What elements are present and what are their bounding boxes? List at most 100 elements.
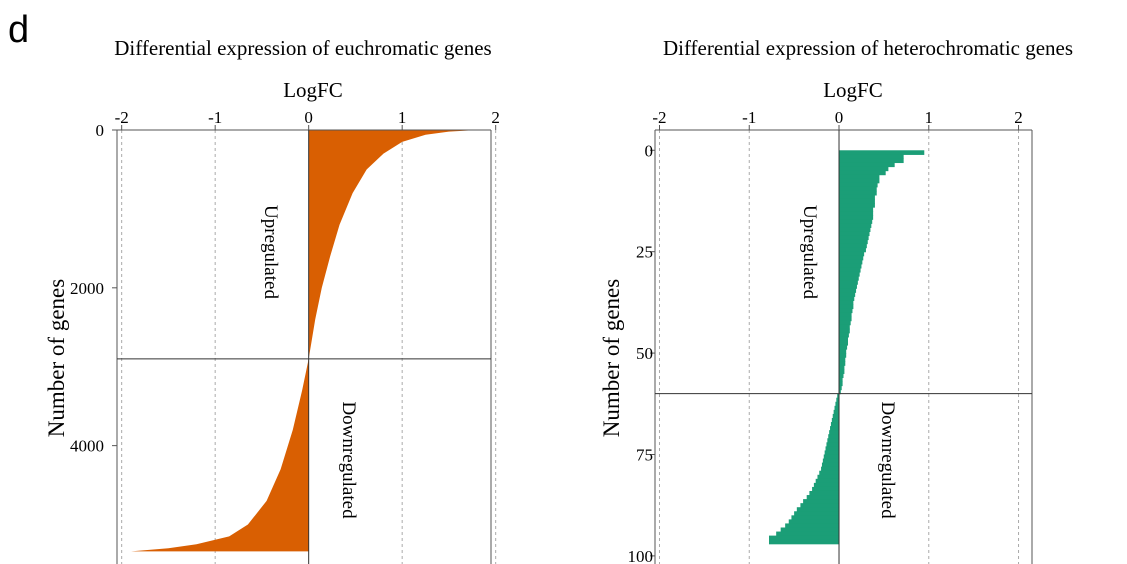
bar	[839, 304, 854, 310]
x-axis-label: LogFC	[283, 78, 343, 102]
x-tick-label: 1	[925, 108, 934, 127]
bar	[839, 194, 875, 200]
y-tick-label: 4000	[70, 437, 104, 456]
bar	[839, 284, 857, 289]
bars-area	[131, 130, 477, 552]
bar	[839, 186, 877, 192]
y-tick-label: 50	[636, 344, 653, 363]
bar	[809, 490, 840, 496]
bar	[829, 430, 840, 435]
bar	[768, 539, 840, 545]
bar	[839, 332, 849, 338]
bar	[839, 166, 889, 172]
bar	[839, 203, 875, 208]
bar	[839, 365, 845, 370]
bar	[839, 316, 852, 322]
x-axis-label: LogFC	[823, 78, 883, 102]
x-tick-label: -1	[742, 108, 756, 127]
bar	[839, 190, 877, 196]
bar	[788, 519, 840, 525]
bar	[839, 308, 853, 314]
bar	[836, 397, 840, 403]
bar	[839, 349, 847, 354]
bar	[800, 503, 840, 508]
bar	[776, 531, 840, 537]
heterochromatic-chart: Differential expression of heterochromat…	[599, 36, 1073, 564]
bar	[839, 267, 861, 273]
bar	[839, 243, 867, 249]
bar	[839, 320, 851, 326]
bar	[839, 227, 871, 233]
bar	[839, 247, 866, 253]
bar	[839, 344, 848, 350]
bar	[839, 300, 854, 306]
x-tick-label: 2	[491, 108, 500, 127]
bar	[817, 474, 840, 480]
bar	[823, 454, 840, 460]
bar	[839, 259, 863, 265]
bar	[827, 438, 840, 443]
y-axis-label: Number of genes	[44, 279, 69, 437]
bar	[839, 385, 842, 391]
bar	[837, 393, 840, 399]
bar	[839, 198, 875, 204]
euchromatic-chart: Differential expression of euchromatic g…	[44, 36, 500, 564]
upregulated-label: Upregulated	[799, 205, 820, 299]
bar	[794, 511, 840, 516]
bar	[806, 495, 840, 500]
bar	[828, 434, 840, 439]
bar	[839, 324, 850, 330]
chart-title: Differential expression of heterochromat…	[663, 36, 1073, 60]
bar	[822, 458, 840, 464]
bar	[839, 353, 847, 358]
bar	[780, 527, 840, 533]
x-tick-label: 1	[398, 108, 407, 127]
bar	[819, 470, 840, 476]
y-tick-label: 0	[96, 121, 105, 140]
bar	[835, 401, 840, 407]
bar	[826, 442, 840, 447]
bar	[839, 223, 872, 228]
bar	[839, 381, 843, 387]
bar	[839, 235, 869, 241]
bar	[839, 219, 873, 224]
bar	[839, 336, 848, 342]
bar	[839, 328, 850, 334]
y-tick-label: 75	[636, 445, 653, 464]
upregulated-label: Upregulated	[260, 205, 281, 299]
bar	[785, 523, 840, 529]
bar	[830, 426, 840, 431]
bar	[831, 417, 840, 423]
bar	[839, 255, 864, 261]
bar	[803, 499, 840, 504]
x-tick-label: 0	[835, 108, 844, 127]
bar	[839, 239, 868, 245]
bar	[839, 389, 841, 395]
bar	[839, 263, 862, 269]
x-tick-label: -2	[652, 108, 666, 127]
bar	[839, 357, 846, 362]
bar	[839, 158, 904, 164]
bar	[832, 413, 840, 419]
bar	[839, 182, 878, 188]
bar	[839, 207, 874, 212]
y-tick-label: 100	[628, 547, 654, 564]
bar	[796, 507, 840, 512]
y-tick-label: 2000	[70, 279, 104, 298]
bar	[839, 361, 846, 366]
bar	[839, 292, 856, 297]
bar	[839, 288, 857, 293]
bar	[839, 251, 865, 257]
bar	[812, 486, 840, 492]
bar	[839, 369, 845, 374]
bar	[830, 422, 840, 427]
downregulated-label: Downregulated	[338, 401, 359, 519]
bar	[821, 466, 840, 472]
bar	[768, 535, 840, 541]
bar	[815, 478, 840, 484]
panel-label: d	[8, 9, 29, 51]
y-axis-label: Number of genes	[599, 279, 624, 437]
bar	[839, 231, 870, 237]
bar	[839, 276, 859, 281]
bar	[821, 462, 840, 468]
